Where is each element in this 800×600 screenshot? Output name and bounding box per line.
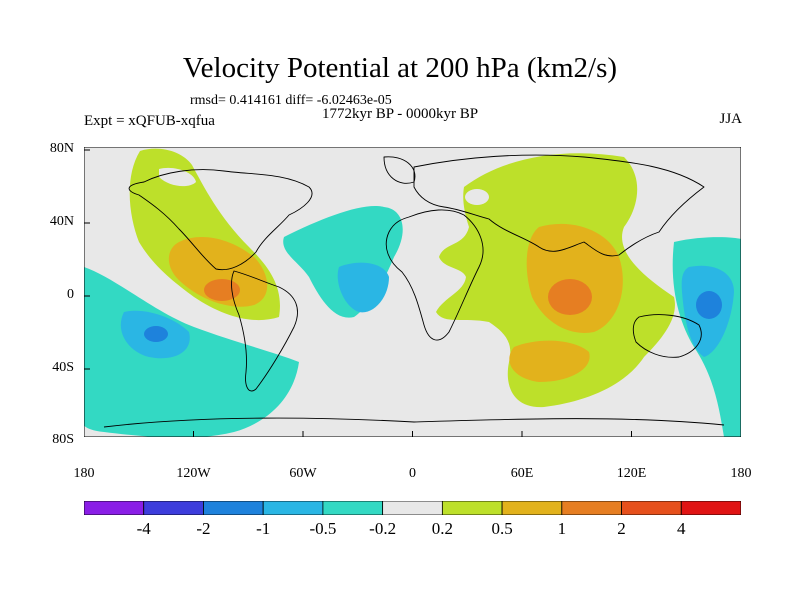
- africa-outline: [385, 209, 484, 341]
- experiment-label: Expt = xQFUB-xqfua: [84, 113, 215, 129]
- lon-tick-label: 180: [73, 466, 95, 481]
- colorbar-label: 1: [557, 519, 567, 538]
- lat-tick-label: 40S: [52, 360, 74, 375]
- colorbar-label: -0.2: [369, 519, 397, 538]
- lon-tick-label: 120E: [616, 466, 647, 481]
- velocity-potential-map: [84, 147, 741, 437]
- colorbar-label: -2: [196, 519, 211, 538]
- lon-tick-label: 180: [730, 466, 752, 481]
- lon-tick-label: 120W: [176, 466, 211, 481]
- north-america-outline: [128, 169, 313, 271]
- near-zero-patch-eurasia: [465, 189, 489, 205]
- colorbar-label: -0.5: [309, 519, 337, 538]
- rmsd-diff-label: rmsd= 0.414161 diff= -6.02463e-05: [190, 93, 392, 108]
- moderate-region-east-pacific: [168, 237, 268, 307]
- colorbar-segment: [441, 501, 503, 515]
- lon-tick-label: 0: [409, 466, 416, 481]
- strong-core-indian-ocean: [548, 279, 592, 315]
- greenland-outline: [383, 156, 416, 184]
- strong-core-east-pacific: [204, 279, 240, 301]
- colorbar-segment: [561, 501, 622, 515]
- colorbar-segment: [322, 501, 384, 515]
- colorbar-segment: [382, 501, 443, 515]
- lat-tick-label: 80S: [52, 432, 74, 447]
- colorbar-label: -1: [256, 519, 271, 538]
- colorbar-segment: [262, 501, 324, 515]
- colorbar-segment: [680, 501, 741, 515]
- chart-title: Velocity Potential at 200 hPa (km2/s): [182, 52, 618, 84]
- near-zero-patch-north-pacific: [159, 167, 196, 187]
- lat-tick-label: 40N: [49, 214, 74, 229]
- colorbar-label: 4: [677, 519, 686, 538]
- negative-core-south-pacific: [144, 326, 168, 342]
- colorbar-segment: [621, 501, 682, 515]
- negative-moderate-atlantic: [337, 262, 389, 313]
- colorbar-label: 0.2: [431, 519, 453, 538]
- positive-patch-mideast: [468, 205, 491, 221]
- eurasia-outline: [413, 154, 705, 257]
- lat-tick-label: 0: [67, 287, 74, 302]
- south-america-outline: [231, 270, 298, 392]
- period-label: 1772kyr BP - 0000kyr BP: [322, 106, 479, 122]
- colorbar-label: 2: [617, 519, 626, 538]
- moderate-region-south-indian: [509, 340, 590, 382]
- colorbar-label: 0.5: [491, 519, 513, 538]
- colorbar-segment: [203, 501, 264, 515]
- lat-tick-label: 80N: [49, 141, 74, 156]
- colorbar: [84, 501, 741, 515]
- colorbar-segment: [143, 501, 204, 515]
- season-label: JJA: [719, 111, 742, 127]
- negative-region-south-pacific: [84, 267, 299, 437]
- negative-core-west-pacific: [696, 291, 722, 319]
- colorbar-segment: [501, 501, 563, 515]
- colorbar-segment: [84, 501, 145, 515]
- lon-tick-label: 60E: [510, 466, 534, 481]
- colorbar-label: -4: [136, 519, 151, 538]
- australia-outline: [632, 314, 702, 358]
- lon-tick-label: 60W: [289, 466, 317, 481]
- antarctica-outline: [103, 417, 725, 428]
